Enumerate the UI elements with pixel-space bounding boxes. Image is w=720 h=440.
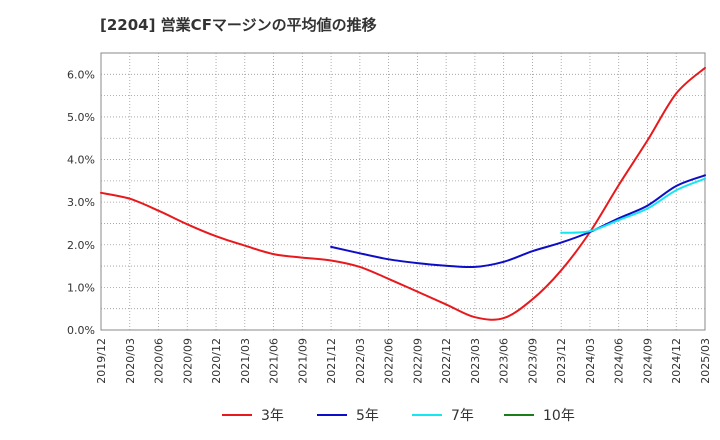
x-tick-label: 2021/03	[239, 338, 252, 384]
legend-swatch-5y	[317, 414, 347, 416]
series-line-3	[560, 177, 706, 234]
series-line-2	[330, 174, 706, 269]
x-tick-label: 2022/06	[383, 338, 396, 384]
y-tick-label: 4.0%	[67, 154, 95, 167]
legend-swatch-10y	[504, 414, 534, 416]
line-chart: 0.0% 1.0% 2.0% 3.0% 4.0% 5.0% 6.0% 2019/12 2020…	[67, 52, 712, 384]
x-axis-ticks: 2019/12 2020/03 2020/06 2020/09 2020/12 2021/…	[95, 338, 712, 384]
plot-area	[100, 52, 706, 331]
x-tick-label: 2022/12	[440, 338, 453, 384]
series-lines	[100, 66, 706, 321]
x-tick-label: 2025/03	[699, 338, 712, 384]
x-tick-label: 2024/06	[613, 338, 626, 384]
x-tick-label: 2022/09	[411, 338, 424, 384]
y-tick-label: 5.0%	[67, 111, 95, 124]
y-tick-label: 1.0%	[67, 281, 95, 294]
x-tick-label: 2020/03	[124, 338, 137, 384]
x-tick-label: 2023/12	[555, 338, 568, 384]
x-tick-label: 2020/09	[181, 338, 194, 384]
legend-label-3y: 3年	[261, 408, 284, 424]
legend-swatch-3y	[222, 414, 252, 416]
y-axis-ticks: 0.0% 1.0% 2.0% 3.0% 4.0% 5.0% 6.0%	[67, 68, 95, 337]
x-tick-label: 2021/12	[325, 338, 338, 384]
x-tick-label: 2024/12	[670, 338, 683, 384]
x-tick-label: 2021/06	[268, 338, 281, 384]
x-tick-label: 2024/03	[584, 338, 597, 384]
legend-label-5y: 5年	[356, 408, 379, 424]
y-tick-label: 6.0%	[67, 68, 95, 81]
x-tick-label: 2019/12	[95, 338, 108, 384]
x-tick-label: 2021/09	[296, 338, 309, 384]
legend: 3年 5年 7年 10年	[0, 400, 720, 430]
legend-label-10y: 10年	[543, 408, 575, 424]
legend-item-10y: 10年	[504, 400, 575, 430]
chart-title: [2204] 営業CFマージンの平均値の推移	[100, 16, 377, 34]
y-tick-label: 3.0%	[67, 196, 95, 209]
legend-item-5y: 5年	[317, 400, 379, 430]
legend-swatch-7y	[412, 414, 442, 416]
grid-lines	[101, 53, 705, 330]
x-tick-label: 2020/06	[153, 338, 166, 384]
legend-item-7y: 7年	[412, 400, 474, 430]
x-tick-label: 2023/09	[526, 338, 539, 384]
series-line-1	[100, 66, 706, 321]
x-tick-label: 2020/12	[210, 338, 223, 384]
y-tick-label: 2.0%	[67, 239, 95, 252]
x-tick-label: 2023/06	[498, 338, 511, 384]
x-tick-label: 2024/09	[641, 338, 654, 384]
x-tick-label: 2023/03	[469, 338, 482, 384]
x-tick-label: 2022/03	[354, 338, 367, 384]
y-tick-label: 0.0%	[67, 324, 95, 337]
legend-label-7y: 7年	[451, 408, 474, 424]
legend-item-3y: 3年	[222, 400, 284, 430]
